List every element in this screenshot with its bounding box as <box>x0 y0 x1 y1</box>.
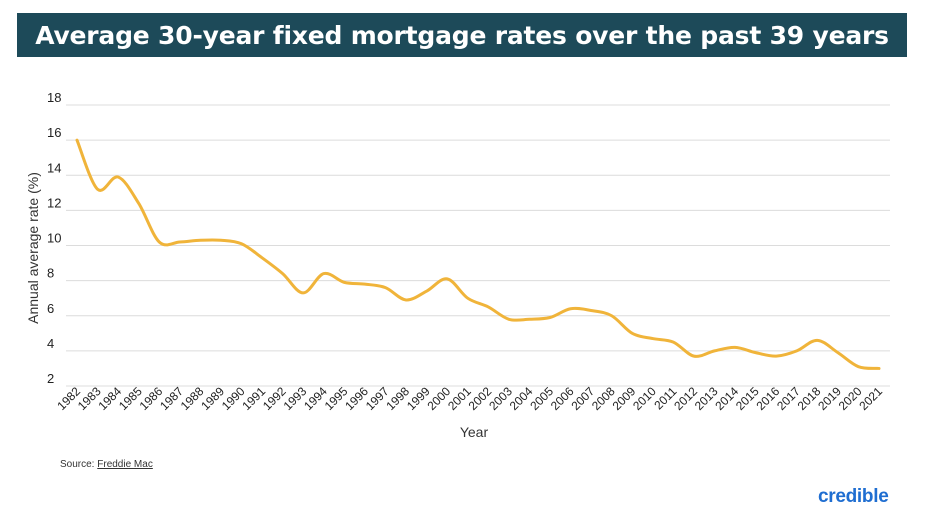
brand-logo: credible <box>818 486 889 507</box>
source-note: Source: Freddie Mac <box>60 459 153 470</box>
chart-title: Average 30-year fixed mortgage rates ove… <box>35 20 889 50</box>
source-link[interactable]: Freddie Mac <box>97 459 153 470</box>
x-tick-label: 2021 <box>856 384 885 413</box>
source-prefix: Source: <box>60 459 98 470</box>
y-tick-label: 8 <box>47 266 54 281</box>
y-axis-label: Annual average rate (%) <box>25 172 41 324</box>
x-axis-label: Year <box>460 424 489 440</box>
series-line <box>75 138 881 370</box>
y-tick-label: 6 <box>47 301 54 316</box>
y-tick-label: 10 <box>47 231 61 246</box>
y-tick-label: 12 <box>47 195 61 210</box>
title-banner: Average 30-year fixed mortgage rates ove… <box>17 13 907 57</box>
y-tick-label: 2 <box>47 371 54 386</box>
y-tick-label: 14 <box>47 160 61 175</box>
y-tick-label: 18 <box>47 90 61 105</box>
y-tick-label: 16 <box>47 125 61 140</box>
y-tick-label: 4 <box>47 336 54 351</box>
